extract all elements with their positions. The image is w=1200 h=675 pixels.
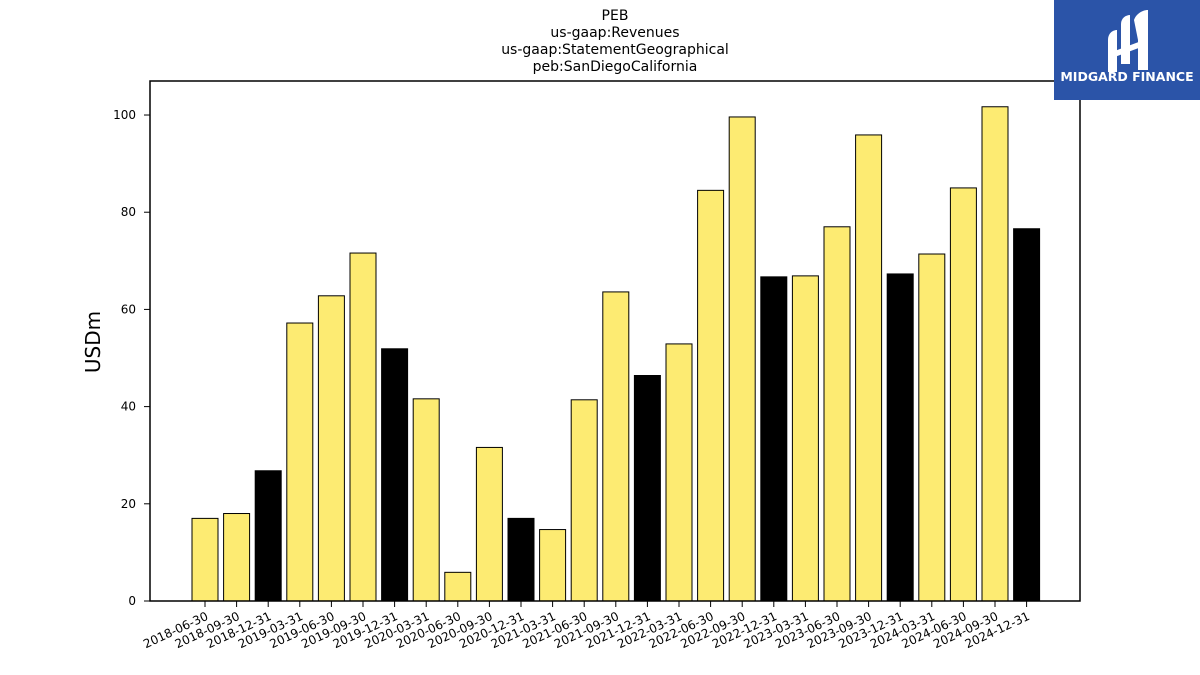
bar-2020-12-31 — [507, 517, 535, 602]
x-axis: 2018-06-302018-09-302018-12-312019-03-31… — [141, 601, 1032, 651]
chart-title-line-4: peb:SanDiegoCalifornia — [533, 59, 698, 75]
y-tick-label: 60 — [121, 302, 136, 316]
bar-2024-06-30 — [949, 187, 977, 602]
chart-title-line-1: PEB — [602, 8, 629, 24]
bar-2024-03-31 — [918, 253, 946, 602]
bar-2018-09-30 — [223, 513, 251, 602]
bar-2021-03-31 — [539, 529, 567, 602]
bar-2020-06-30 — [444, 571, 472, 602]
bar-2021-09-30 — [602, 291, 630, 602]
bar-2023-12-31 — [886, 273, 914, 602]
bar-2019-03-31 — [286, 322, 314, 602]
midgard-logo-icon — [1108, 10, 1148, 72]
bar-2022-03-31 — [665, 343, 693, 602]
bar-2021-12-31 — [633, 375, 661, 602]
logo-text: MIDGARD FINANCE — [1060, 69, 1193, 84]
chart-title: PEB us-gaap:Revenues us-gaap:StatementGe… — [501, 8, 729, 75]
bar-2019-09-30 — [349, 252, 377, 602]
bar-2022-09-30 — [728, 116, 756, 602]
y-tick-label: 40 — [121, 400, 136, 414]
bar-2022-12-31 — [760, 276, 788, 602]
bar-2019-12-31 — [381, 348, 409, 602]
y-tick-label: 0 — [128, 594, 136, 608]
bar-2024-09-30 — [981, 106, 1009, 602]
bar-2020-09-30 — [475, 446, 503, 602]
bar-2023-03-31 — [791, 275, 819, 602]
bar-2023-06-30 — [823, 226, 851, 602]
chart-title-line-2: us-gaap:Revenues — [550, 25, 679, 41]
bar-2023-09-30 — [855, 134, 883, 602]
bar-2018-06-30 — [191, 517, 219, 602]
bar-2021-06-30 — [570, 399, 598, 602]
chart-title-line-3: us-gaap:StatementGeographical — [501, 42, 729, 58]
y-tick-label: 80 — [121, 205, 136, 219]
plot-frame — [149, 80, 1081, 602]
bar-2019-06-30 — [317, 295, 345, 602]
bar-2018-12-31 — [254, 470, 282, 602]
y-tick-label: 100 — [113, 108, 136, 122]
bar-2020-03-31 — [412, 398, 440, 602]
bars — [191, 106, 1041, 602]
y-axis-label: USDm — [81, 311, 105, 373]
y-tick-label: 20 — [121, 497, 136, 511]
bar-2024-12-31 — [1013, 228, 1041, 602]
midgard-finance-logo: MIDGARD FINANCE — [1054, 0, 1200, 100]
y-axis: 0 20 40 60 80 100 — [113, 108, 150, 608]
bar-2022-06-30 — [697, 189, 725, 602]
